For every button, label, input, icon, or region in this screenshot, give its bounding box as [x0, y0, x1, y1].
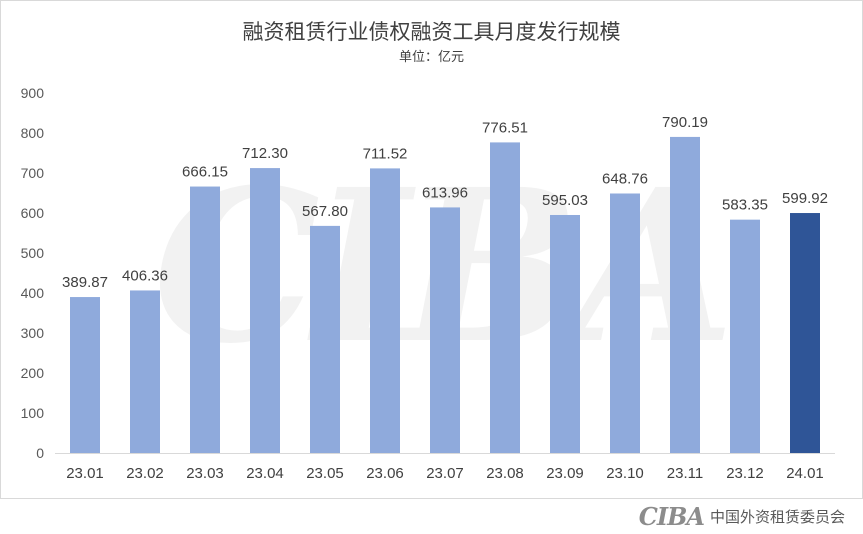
bar-23.07: [430, 207, 460, 453]
x-axis: 23.01 23.02 23.03 23.04 23.05 23.06 23.07 23.08…: [55, 453, 835, 482]
data-label: 613.96: [422, 184, 468, 201]
data-label: 583.35: [722, 197, 768, 214]
x-tick-label: 24.01: [786, 465, 824, 482]
bar-23.05: [310, 225, 340, 453]
bar-23.03: [190, 186, 220, 454]
x-tick-label: 23.04: [246, 465, 284, 482]
x-tick-label: 23.09: [546, 465, 584, 482]
y-tick-label: 600: [21, 205, 45, 221]
y-tick-label: 200: [21, 365, 45, 381]
data-label: 776.51: [482, 119, 528, 136]
x-tick-label: 23.08: [486, 465, 524, 482]
data-label: 599.92: [782, 190, 828, 207]
chart-title: 融资租赁行业债权融资工具月度发行规模: [242, 20, 621, 44]
data-label: 595.03: [542, 192, 588, 209]
bar-23.08: [490, 142, 520, 453]
data-label: 711.52: [363, 145, 408, 162]
data-label: 406.36: [122, 267, 168, 284]
x-tick-label: 23.03: [186, 465, 224, 482]
data-label: 712.30: [242, 145, 288, 162]
data-label: 567.80: [302, 203, 348, 220]
bar-23.02: [130, 290, 160, 453]
footer: CIBA 中国外资租赁委员会: [638, 501, 845, 531]
bar-23.04: [250, 168, 280, 453]
y-tick-label: 100: [21, 405, 45, 421]
x-tick-label: 23.05: [306, 465, 344, 482]
y-axis: 0 100 200 300 400 500 600 700 800 900: [21, 85, 45, 461]
x-tick-label: 23.07: [426, 465, 464, 482]
ciba-logo: CIBA: [638, 501, 705, 531]
bar-23.06: [370, 168, 400, 453]
x-tick-label: 23.01: [66, 465, 104, 482]
x-tick-label: 23.12: [726, 465, 764, 482]
x-tick-label: 23.11: [667, 465, 703, 482]
data-label: 389.87: [62, 274, 108, 291]
x-tick-label: 23.10: [606, 465, 644, 482]
y-tick-label: 300: [21, 325, 45, 341]
bar-23.01: [70, 297, 100, 453]
x-tick-label: 23.02: [126, 465, 164, 482]
bar-23.12: [730, 219, 760, 453]
bar-23.11: [670, 136, 700, 453]
data-label: 790.19: [662, 114, 708, 131]
data-label: 648.76: [602, 170, 648, 187]
y-tick-label: 400: [21, 285, 45, 301]
y-tick-label: 700: [21, 165, 45, 181]
y-tick-label: 900: [21, 85, 45, 101]
y-tick-label: 0: [36, 445, 44, 461]
bar-23.09: [550, 214, 580, 453]
x-tick-label: 23.06: [366, 465, 404, 482]
bars: 389.87 406.36 666.15 712.30 567.80 711.52 613.…: [62, 114, 828, 454]
data-label: 666.15: [182, 164, 228, 181]
bar-23.10: [610, 193, 640, 453]
y-tick-label: 500: [21, 245, 45, 261]
y-tick-label: 800: [21, 125, 45, 141]
bar-24.01: [790, 213, 820, 453]
chart-subtitle: 单位：亿元: [398, 50, 464, 65]
footer-organization: 中国外资租赁委员会: [709, 507, 845, 526]
